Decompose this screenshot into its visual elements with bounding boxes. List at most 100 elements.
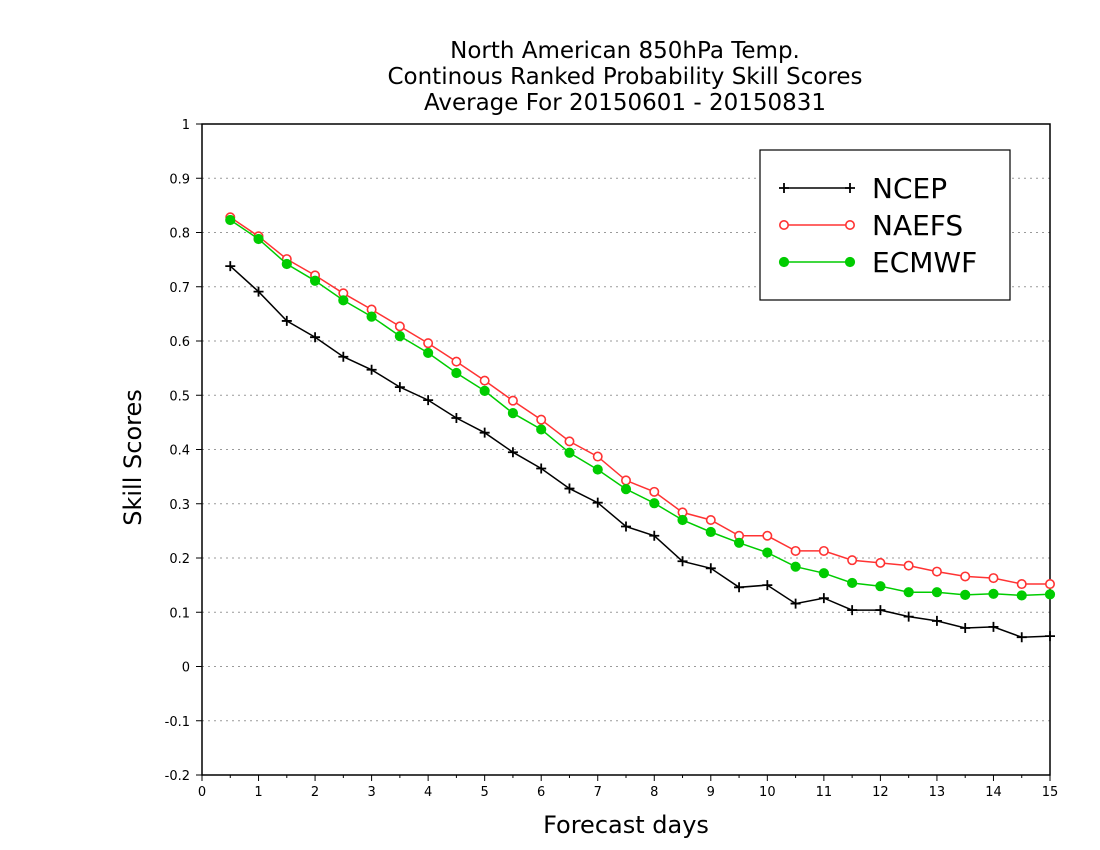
- data-point-ecmwf: [762, 547, 773, 558]
- data-point-naefs: [818, 545, 829, 556]
- data-point-naefs: [762, 530, 773, 541]
- data-point-ecmwf: [507, 408, 519, 419]
- data-point-naefs: [451, 356, 462, 367]
- data-point-ecmwf: [338, 295, 349, 306]
- y-tick-label: 0.8: [169, 227, 190, 242]
- data-point-ecmwf: [847, 577, 858, 589]
- x-tick-label: 11: [816, 785, 833, 800]
- legend-item-ncep: NCEP: [779, 172, 947, 205]
- data-point-ecmwf: [253, 233, 264, 245]
- y-tick-label: 0.1: [169, 606, 190, 621]
- legend-marker: [778, 256, 790, 268]
- legend-marker: [845, 183, 855, 193]
- data-point-ncep: [847, 605, 858, 616]
- data-point-ecmwf: [790, 561, 801, 572]
- data-point-ecmwf: [309, 275, 321, 286]
- data-point-ncep: [875, 605, 886, 616]
- data-point-naefs: [620, 475, 631, 486]
- y-tick-label: 0.6: [169, 335, 190, 350]
- data-point-ecmwf: [620, 484, 632, 495]
- data-point-naefs: [931, 566, 942, 577]
- y-axis: -0.2 -0.1 0 0.1 0.2 0.3 0.4 0.5 0.6 0.7 0.8 0.9 1: [165, 118, 202, 784]
- x-tick-label: 9: [707, 785, 715, 800]
- data-point-ncep: [988, 621, 999, 632]
- x-tick-label: 14: [985, 785, 1002, 800]
- legend-label: ECMWF: [872, 246, 977, 279]
- y-tick-label: 0.9: [169, 172, 190, 187]
- data-point-ncep: [451, 413, 462, 424]
- legend-marker: [844, 220, 855, 231]
- x-tick-label: 6: [537, 785, 545, 800]
- data-point-naefs: [790, 545, 801, 556]
- data-point-ncep: [818, 593, 829, 604]
- data-point-ncep: [677, 556, 688, 567]
- data-point-ncep: [225, 261, 236, 272]
- y-tick-label: -0.2: [165, 769, 190, 784]
- data-point-ncep: [366, 364, 377, 375]
- x-tick-label: 7: [594, 785, 602, 800]
- x-tick-label: 3: [367, 785, 375, 800]
- data-point-ecmwf: [705, 526, 716, 538]
- data-point-naefs: [1016, 579, 1027, 590]
- data-point-ncep: [1045, 631, 1055, 642]
- data-point-ncep: [592, 497, 603, 508]
- data-point-naefs: [564, 436, 575, 447]
- data-point-naefs: [705, 515, 716, 526]
- data-point-naefs: [960, 571, 971, 582]
- data-point-ncep: [310, 332, 321, 343]
- data-point-ncep: [281, 315, 292, 326]
- x-tick-label: 5: [481, 785, 489, 800]
- data-point-naefs: [649, 486, 660, 497]
- data-point-naefs: [423, 338, 434, 349]
- data-point-ncep: [253, 286, 264, 297]
- data-point-ecmwf: [225, 214, 236, 226]
- data-point-ncep: [564, 483, 575, 494]
- chart-title: North American 850hPa Temp.Continous Ran…: [387, 38, 862, 116]
- data-point-ecmwf: [1044, 589, 1056, 600]
- y-tick-label: 0.5: [169, 389, 190, 404]
- series-ecmwf: [225, 214, 1056, 601]
- data-point-ecmwf: [818, 568, 829, 579]
- x-tick-label: 15: [1042, 785, 1059, 800]
- data-point-naefs: [1045, 579, 1056, 590]
- chart-title-line: North American 850hPa Temp.: [450, 38, 800, 64]
- data-point-naefs: [847, 555, 858, 566]
- x-axis-label: Forecast days: [543, 811, 709, 839]
- legend-label: NCEP: [872, 172, 947, 205]
- x-tick-label: 12: [872, 785, 889, 800]
- data-point-ecmwf: [366, 311, 377, 322]
- x-tick-label: 1: [254, 785, 262, 800]
- data-point-ncep: [394, 382, 405, 393]
- data-point-ncep: [621, 521, 631, 532]
- x-tick-label: 10: [759, 785, 776, 800]
- data-point-naefs: [903, 560, 914, 571]
- x-tick-label: 4: [424, 785, 432, 800]
- x-tick-label: 8: [650, 785, 658, 800]
- y-tick-label: 0: [182, 661, 190, 676]
- data-point-ecmwf: [960, 589, 971, 600]
- series-ncep: [225, 261, 1055, 643]
- data-point-ncep: [1016, 632, 1027, 643]
- legend-marker: [779, 183, 789, 193]
- data-point-ncep: [479, 427, 490, 438]
- data-point-naefs: [592, 451, 603, 462]
- data-point-ecmwf: [536, 424, 547, 435]
- data-point-naefs: [875, 557, 886, 568]
- y-axis-label: Skill Scores: [119, 389, 147, 526]
- data-point-ecmwf: [649, 498, 660, 509]
- data-point-ecmwf: [423, 347, 434, 359]
- data-point-ecmwf: [988, 588, 999, 599]
- legend: NCEP NAEFS ECMWF: [759, 149, 1011, 301]
- legend-marker: [844, 256, 856, 268]
- x-tick-label: 2: [311, 785, 319, 800]
- data-point-ecmwf: [592, 464, 603, 475]
- data-point-naefs: [536, 414, 547, 425]
- data-point-ncep: [790, 598, 801, 609]
- x-tick-label: 13: [929, 785, 946, 800]
- data-point-ecmwf: [875, 581, 886, 592]
- data-point-naefs: [479, 375, 490, 386]
- y-tick-label: 0.4: [169, 444, 190, 459]
- data-point-ncep: [507, 447, 518, 458]
- data-point-ncep: [734, 582, 745, 593]
